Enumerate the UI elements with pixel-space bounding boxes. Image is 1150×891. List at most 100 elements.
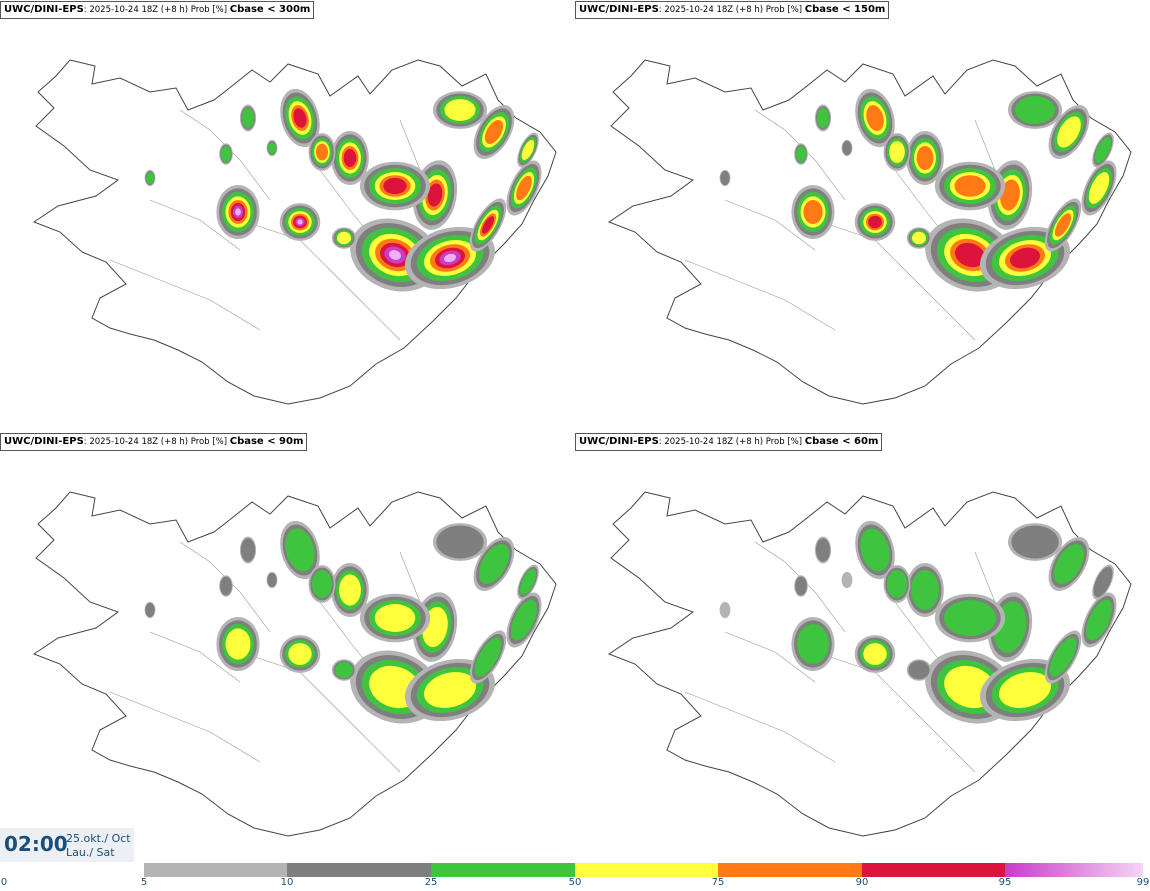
run-meta: :	[658, 437, 665, 447]
probability-contour	[288, 643, 312, 665]
probability-contour	[1010, 247, 1040, 269]
colorbar-tick-label: 10	[280, 877, 294, 888]
probability-contour	[267, 572, 277, 588]
road-line	[109, 259, 261, 331]
time-box: 02:00 25.okt./ Oct Lau./ Sat	[0, 828, 134, 862]
road-line	[239, 219, 401, 341]
probability-contour	[720, 170, 730, 186]
probability-contour	[1049, 637, 1077, 677]
colorbar-segment	[287, 863, 431, 877]
probability-contour	[519, 569, 537, 595]
probability-contour	[285, 528, 315, 572]
probability-contour	[478, 544, 510, 584]
model-label: UWC/DINI-EPS	[579, 436, 659, 447]
probability-contour	[242, 108, 254, 128]
probability-contour	[481, 216, 495, 234]
road-line	[239, 651, 401, 773]
probability-contour	[887, 570, 907, 598]
probability-contour	[999, 672, 1051, 708]
probability-contour	[1057, 116, 1081, 148]
probability-contour	[1053, 544, 1085, 584]
variable-label: Cbase < 150m	[804, 4, 886, 15]
probability-contour	[1088, 172, 1110, 204]
probability-contour	[343, 149, 357, 167]
probability-contour	[719, 601, 731, 619]
panel-header: UWC/DINI-EPS: 2025-10-24 18Z (+8 h) Prob…	[575, 433, 883, 451]
colorbar-segment	[431, 863, 575, 877]
probability-contour	[444, 253, 456, 263]
probability-contour	[911, 570, 939, 610]
road-line	[684, 259, 836, 331]
probability-contour	[860, 528, 890, 572]
colorbar-tick-label: 5	[140, 877, 148, 888]
variable-label: Cbase < 60m	[804, 436, 879, 447]
probability-contour	[803, 200, 823, 224]
date-line-2: Lau./ Sat	[66, 846, 115, 859]
probability-contour	[1094, 137, 1112, 163]
variable-label: Cbase < 300m	[229, 4, 311, 15]
probability-contour	[297, 219, 303, 225]
road-line	[684, 691, 836, 763]
run-meta-text: 2025-10-24 18Z (+8 h) Prob [%]	[664, 5, 805, 15]
road-line	[149, 631, 241, 683]
probability-contour	[797, 624, 829, 664]
map-panel-2: UWC/DINI-EPS: 2025-10-24 18Z (+8 h) Prob…	[575, 0, 1150, 432]
colorbar-tick-label: 0	[0, 877, 8, 888]
probability-contour	[427, 183, 443, 207]
run-meta-text: 2025-10-24 18Z (+8 h) Prob [%]	[664, 437, 805, 447]
colorbar-segment	[862, 863, 1005, 877]
probability-contour	[146, 172, 154, 184]
probability-contour	[954, 175, 986, 197]
colorbar-tick-label: 99	[1136, 877, 1150, 888]
panel-header: UWC/DINI-EPS: 2025-10-24 18Z (+8 h) Prob…	[0, 1, 315, 19]
probability-contour	[220, 576, 232, 596]
panel-header: UWC/DINI-EPS: 2025-10-24 18Z (+8 h) Prob…	[575, 1, 890, 19]
colorbar-tick-label: 25	[424, 877, 438, 888]
iceland-map	[607, 491, 1132, 837]
probability-contour	[863, 643, 887, 665]
probability-contour	[842, 140, 852, 156]
iceland-map	[607, 59, 1132, 405]
probability-contour	[484, 120, 504, 144]
run-meta-text: 2025-10-24 18Z (+8 h) Prob [%]	[89, 437, 230, 447]
probability-contour	[235, 208, 241, 216]
colorbar-tick-label: 75	[711, 877, 725, 888]
colorbar-segment	[144, 863, 287, 877]
probability-contour	[383, 177, 407, 195]
probability-contour	[1086, 599, 1112, 641]
map-panel-4: UWC/DINI-EPS: 2025-10-24 18Z (+8 h) Prob…	[575, 432, 1150, 864]
probability-contour	[436, 525, 484, 559]
probability-contour	[316, 143, 328, 161]
probability-contour	[225, 628, 251, 660]
run-meta: :	[83, 5, 90, 15]
road-line	[149, 199, 241, 251]
probability-contour	[335, 662, 353, 678]
probability-contour	[1015, 96, 1055, 124]
probability-contour	[916, 146, 934, 170]
probability-contour	[1011, 525, 1059, 559]
model-label: UWC/DINI-EPS	[4, 436, 84, 447]
probability-contour	[337, 231, 351, 245]
colorbar-tick-label: 50	[568, 877, 582, 888]
model-label: UWC/DINI-EPS	[4, 4, 84, 15]
probability-contour	[339, 574, 361, 606]
probability-contour	[1000, 179, 1020, 211]
probability-contour	[868, 215, 882, 229]
probability-contour	[268, 142, 276, 154]
probability-contour	[312, 570, 332, 598]
road-line	[109, 691, 261, 763]
probability-contour	[944, 600, 996, 636]
run-meta: :	[658, 5, 665, 15]
probability-contour	[521, 139, 535, 161]
iceland-map	[32, 59, 557, 405]
date-line-1: 25.okt./ Oct	[66, 832, 131, 845]
variable-label: Cbase < 90m	[229, 436, 304, 447]
probability-contour	[841, 571, 853, 589]
probability-contour	[1093, 566, 1113, 598]
probability-contour	[293, 108, 307, 128]
road-line	[814, 651, 976, 773]
model-label: UWC/DINI-EPS	[579, 4, 659, 15]
probability-contour	[815, 538, 831, 562]
probability-contour	[240, 538, 256, 562]
probability-contour	[474, 637, 502, 677]
